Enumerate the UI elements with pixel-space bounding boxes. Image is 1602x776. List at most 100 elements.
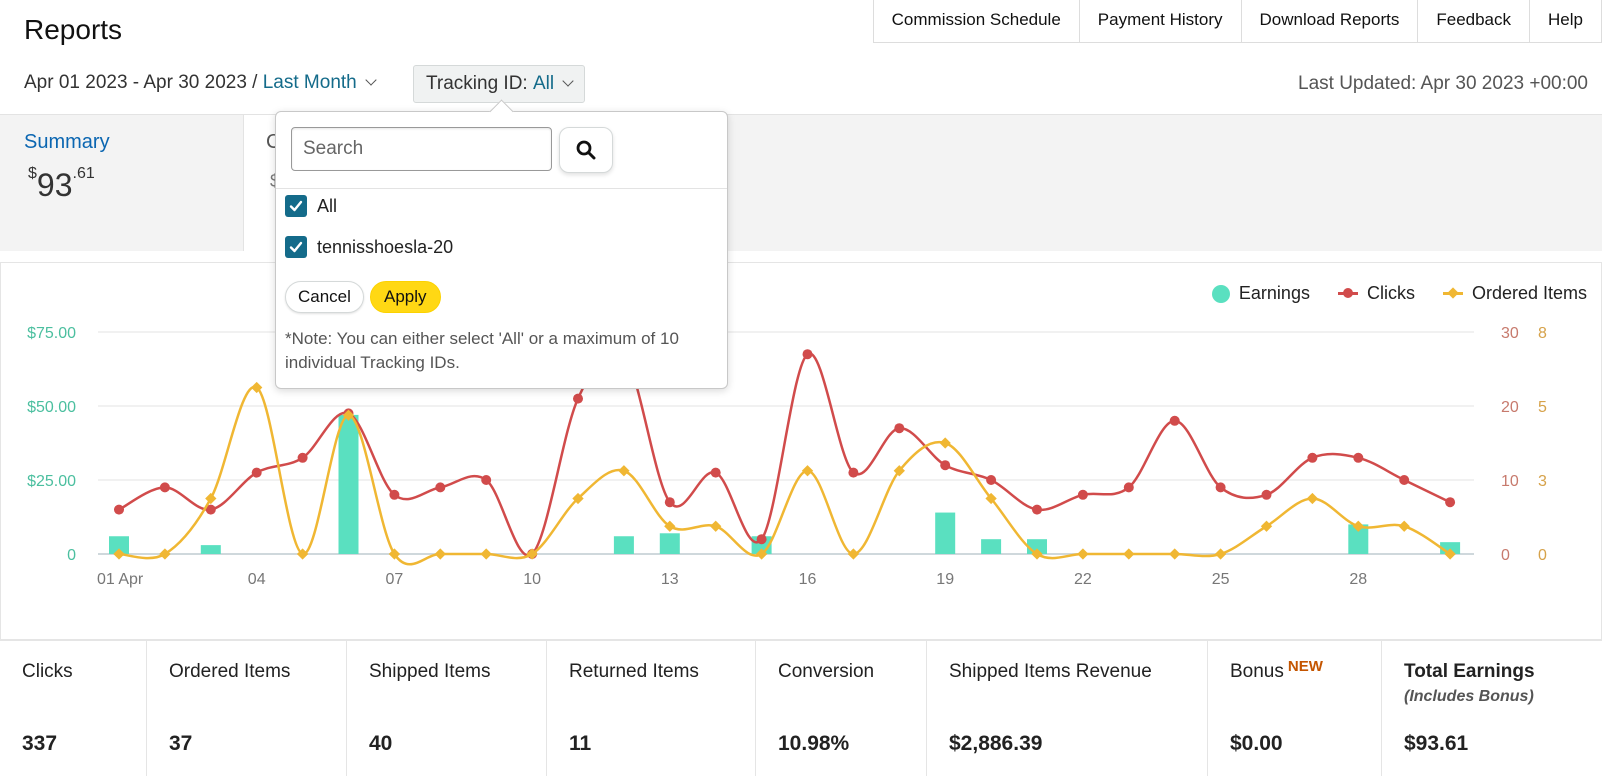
clicks-point [435, 482, 446, 493]
stat-ordered-items: Ordered Items 37 [147, 641, 347, 776]
stat-bonus: Bonus NEW $0.00 [1208, 641, 1382, 776]
date-range-selector[interactable]: Apr 01 2023 - Apr 30 2023 / Last Month [24, 72, 377, 94]
page-title: Reports [24, 14, 123, 45]
stat-clicks: Clicks 337 [0, 641, 147, 776]
ordered-items-point [342, 409, 355, 421]
divider [276, 188, 727, 189]
legend-clicks[interactable]: Clicks [1337, 283, 1415, 304]
ordered-items-point [1123, 548, 1135, 560]
clicks-point [114, 504, 124, 515]
nav-payment-history[interactable]: Payment History [1080, 0, 1242, 42]
ordered-items-point [159, 548, 171, 560]
earnings-bar [338, 414, 359, 554]
chevron-down-icon [365, 74, 377, 86]
nav-download-reports[interactable]: Download Reports [1242, 0, 1419, 42]
earnings-bar [200, 545, 221, 554]
option-tracking-id[interactable]: tennisshoesla-20 [285, 236, 453, 258]
checkbox-tracking-id[interactable] [285, 236, 307, 258]
checkbox-all[interactable] [285, 195, 307, 217]
clicks-point [1032, 504, 1042, 515]
ordered-items-point [801, 465, 814, 477]
ordered-items-point [572, 492, 584, 505]
amount-cents: .61 [72, 165, 95, 182]
cancel-button[interactable]: Cancel [285, 281, 364, 313]
ordered-items-point [205, 492, 217, 505]
tracking-id-value: All [533, 73, 555, 94]
y-right-clicks-tick-label: 10 [1501, 473, 1519, 490]
nav-feedback[interactable]: Feedback [1418, 0, 1531, 42]
apply-button[interactable]: Apply [370, 281, 441, 313]
summary-band: Summary $93.61 C $ [0, 114, 1602, 251]
clicks-point [1261, 489, 1272, 500]
earnings-legend-icon [1211, 284, 1230, 303]
option-all[interactable]: All [285, 195, 337, 217]
option-label: tennisshoesla-20 [317, 236, 454, 257]
earnings-bar [659, 533, 680, 554]
stat-label: Clicks [22, 661, 73, 682]
ordered-items-point [893, 465, 905, 477]
legend-label: Earnings [1238, 283, 1310, 303]
clicks-legend-icon [1337, 288, 1358, 298]
stat-value: 37 [169, 732, 193, 755]
y-left-tick-label: 0 [67, 547, 76, 564]
stat-value: $93.61 [1404, 732, 1469, 755]
search-button[interactable] [559, 127, 613, 173]
summary-amount: $93.61 [28, 165, 95, 204]
legend-earnings[interactable]: Earnings [1211, 283, 1310, 304]
stat-value: $0.00 [1230, 732, 1283, 755]
tracking-id-dropdown[interactable]: Tracking ID: All [413, 65, 586, 103]
chart-legend: Earnings Clicks Ordered Items [1211, 283, 1587, 304]
clicks-point [1123, 482, 1134, 493]
ordered-items-point [1031, 548, 1043, 560]
summary-title[interactable]: Summary [24, 131, 110, 153]
stat-label: Ordered Items [169, 661, 291, 682]
y-left-tick-label: $25.00 [27, 473, 76, 490]
ordered-items-point [710, 520, 722, 532]
legend-ordered-items[interactable]: Ordered Items [1442, 283, 1587, 304]
date-range-preset[interactable]: Last Month [262, 72, 357, 93]
y-right-items-tick-label: 8 [1538, 325, 1547, 342]
tracking-search-input[interactable] [291, 127, 552, 171]
chart-area: 0 $25.00 $50.00 $75.00 0 10 20 30 0 3 5 8 01 Apr 04 07… [0, 262, 1602, 640]
stat-total-earnings: Total Earnings (Includes Bonus) $93.61 [1382, 641, 1602, 776]
tracking-id-label: Tracking ID: [426, 73, 533, 94]
tracking-id-popover: All tennisshoesla-20 Cancel Apply *Note:… [275, 99, 728, 389]
y-right-items-tick-label: 5 [1538, 399, 1547, 416]
y-right-items-tick-label: 0 [1538, 547, 1547, 564]
ordered-items-point [388, 548, 401, 560]
ordered-items-point [985, 492, 997, 505]
checkmark-icon [289, 200, 303, 212]
clicks-point [1353, 452, 1364, 463]
stat-shipped-items: Shipped Items 40 [347, 641, 547, 776]
x-tick-label: 22 [1074, 571, 1092, 588]
x-tick-label: 07 [386, 571, 404, 588]
ordered-items-point [939, 437, 951, 449]
x-tick-label: 13 [661, 571, 679, 588]
checkmark-icon [289, 241, 303, 253]
search-icon [576, 140, 596, 160]
clicks-point [1215, 482, 1226, 493]
clicks-point [1169, 415, 1180, 426]
clicks-point [756, 534, 767, 545]
new-badge: NEW [1287, 658, 1323, 675]
summary-card[interactable]: Summary $93.61 [0, 115, 243, 251]
nav-commission-schedule[interactable]: Commission Schedule [874, 0, 1080, 42]
clicks-point [205, 504, 216, 515]
ordered-items-point [434, 548, 446, 560]
nav-help[interactable]: Help [1548, 10, 1583, 29]
stat-value: 10.98% [778, 732, 850, 755]
x-tick-label: 28 [1349, 571, 1367, 588]
clicks-point [389, 489, 400, 500]
stat-value: 11 [569, 732, 592, 755]
stat-label: Returned Items [569, 661, 699, 682]
y-right-clicks-tick-label: 0 [1501, 547, 1510, 564]
earnings-bar [1440, 542, 1461, 554]
ordered-items-legend-icon [1442, 292, 1463, 295]
bonus-label: Bonus [1230, 661, 1284, 682]
clicks-point [940, 460, 951, 471]
stat-value: $2,886.39 [949, 732, 1043, 755]
clicks-point [481, 475, 492, 485]
x-tick-label: 19 [936, 571, 954, 588]
amount-whole: 93 [36, 167, 73, 203]
ordered-items-point [1398, 520, 1410, 532]
